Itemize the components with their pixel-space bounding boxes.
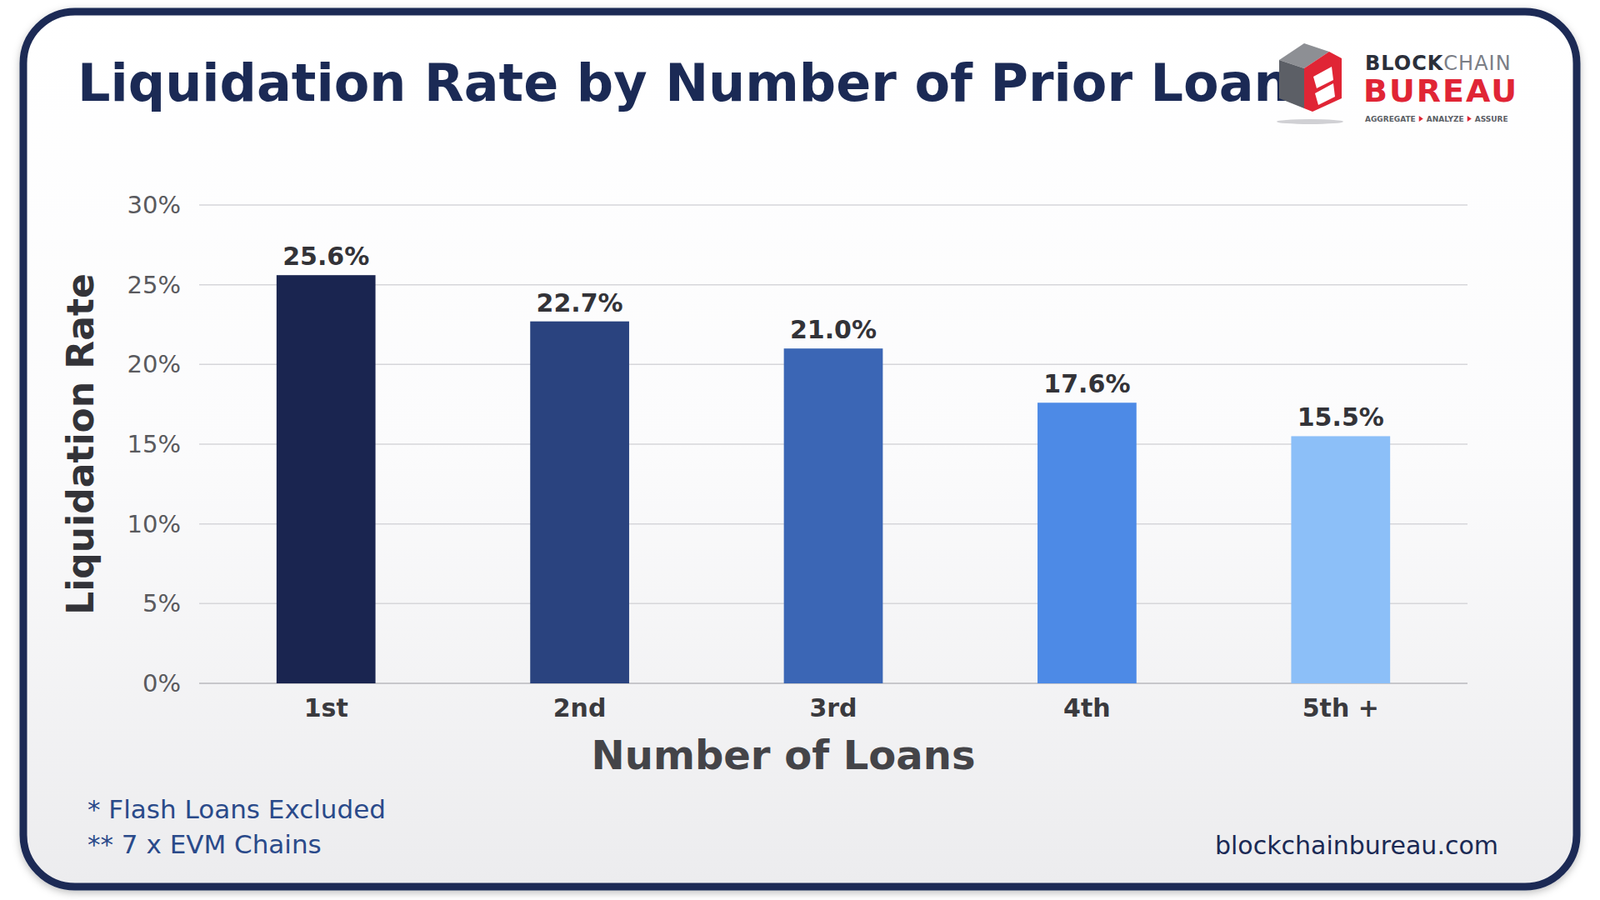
y-tick-label: 5% [142, 589, 181, 618]
chart: Liquidation Rate by Number of Prior Loan… [0, 0, 1600, 900]
y-tick-label: 15% [127, 430, 181, 459]
title: Liquidation Rate by Number of Prior Loan… [77, 52, 1322, 114]
bars [276, 275, 1390, 684]
logo-arrow [1419, 115, 1424, 122]
data-label: 15.5% [1297, 402, 1385, 432]
y-axis: 0% 5% 10% 15% 20% 25% 30% [127, 190, 1468, 698]
footnote: ** 7 x EVM Chains [87, 829, 322, 860]
y-axis-title: Liquidation Rate [59, 273, 102, 615]
x-tick-label: 1st [304, 693, 349, 723]
bar [276, 275, 376, 684]
logo-shadow [1276, 119, 1344, 125]
x-tick-label: 3rd [809, 693, 857, 723]
grid-line [199, 204, 1468, 206]
x-tick-label: 2nd [553, 693, 607, 723]
logo-tagline: AGGREGATE [1365, 115, 1416, 124]
footnote: * Flash Loans Excluded [87, 794, 386, 825]
data-label: 21.0% [790, 315, 877, 345]
logo-icon [1279, 60, 1305, 109]
data-label: 22.7% [536, 288, 624, 318]
logo-text: BLOCKCHAIN [1365, 51, 1512, 75]
bar [530, 321, 630, 684]
logo-text: CHAIN [1443, 51, 1511, 75]
x-tick-label: 4th [1063, 693, 1111, 723]
x-axis-title: Number of Loans [591, 731, 976, 779]
frame [23, 11, 1577, 887]
data-label: 25.6% [282, 241, 370, 271]
grid-line [199, 284, 1468, 286]
y-tick-label: 30% [127, 190, 181, 220]
x-tick-label: 5th + [1302, 693, 1380, 723]
bar [1290, 435, 1390, 684]
logo-text: BLOCK [1365, 51, 1445, 75]
y-tick-label: 0% [142, 669, 181, 698]
logo-icon [1313, 66, 1335, 105]
data-label: 17.6% [1043, 369, 1130, 399]
bar [784, 348, 884, 684]
y-tick-label: 25% [127, 270, 181, 300]
logo-arrow [1467, 115, 1472, 122]
logo-tagline: ANALYZE [1426, 115, 1465, 124]
logo-icon [1304, 51, 1342, 112]
y-tick-label: 20% [127, 350, 181, 379]
labels: 25.6% 1st 22.7% 2nd 21.0% 3rd 17.6% 4th 15.5% 5th… [282, 241, 1385, 723]
logo: BLOCKCHAINBUREAU AGGREGATE ANALYZE ASSURE [1276, 43, 1519, 125]
logo-tagline: ASSURE [1475, 115, 1509, 124]
bar [1037, 402, 1137, 684]
y-tick-label: 10% [127, 510, 181, 539]
logo-text: BUREAU [1363, 72, 1519, 110]
source: blockchainbureau.com [1215, 830, 1499, 860]
